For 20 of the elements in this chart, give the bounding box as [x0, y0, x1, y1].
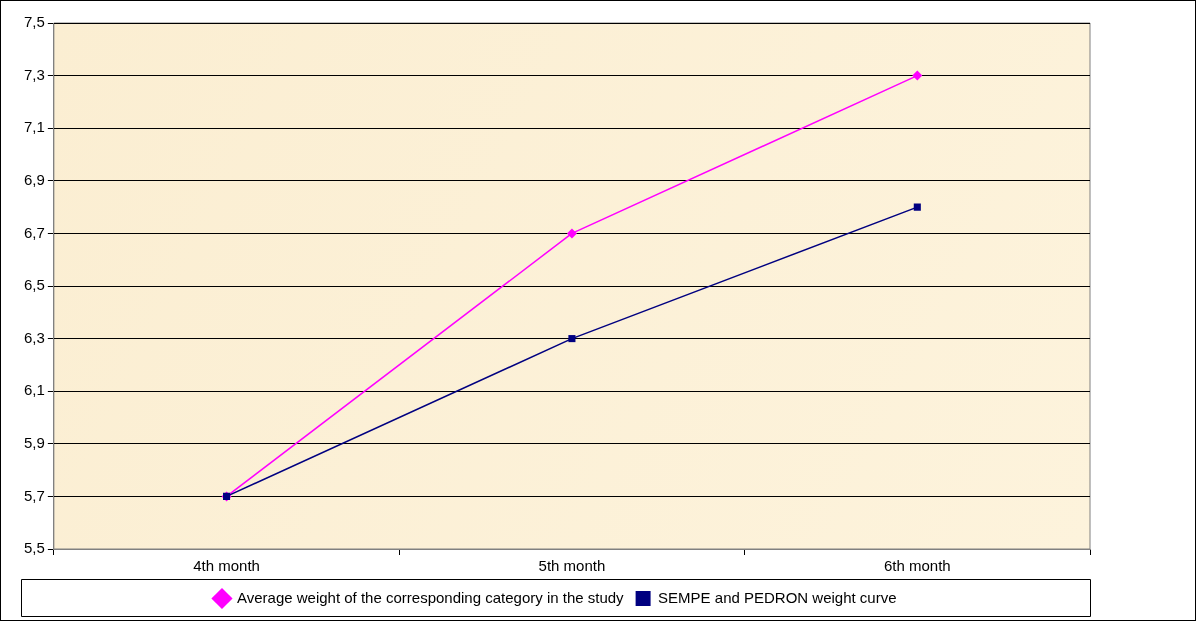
y-tick-label: 5,9: [23, 433, 45, 451]
y-tick-label: 7,1: [23, 118, 45, 136]
y-tick-label: 5,5: [23, 539, 45, 557]
y-tick-label: 6,9: [23, 170, 45, 188]
point: [566, 228, 577, 239]
y-tick-label: 6,3: [23, 328, 45, 346]
x-tick-label: 6th month: [883, 557, 951, 575]
legend-label: SEMPE and PEDRON weight curve: [658, 588, 897, 606]
y-tick-label: 5,7: [23, 486, 45, 504]
x-tick-label: 5th month: [538, 557, 606, 575]
y-tick-label: 6,7: [23, 223, 45, 241]
point: [913, 203, 921, 211]
legend-label: Average weight of the corresponding category in the study: [236, 588, 625, 606]
y-tick-label: 6,1: [23, 381, 45, 399]
x-tick-label: 4th month: [193, 557, 260, 575]
y-tick-label: 6,5: [23, 276, 45, 294]
point: [568, 335, 576, 343]
point: [912, 70, 923, 81]
y-tick-label: 7,5: [23, 13, 45, 31]
y-tick-label: 7,3: [23, 65, 45, 83]
